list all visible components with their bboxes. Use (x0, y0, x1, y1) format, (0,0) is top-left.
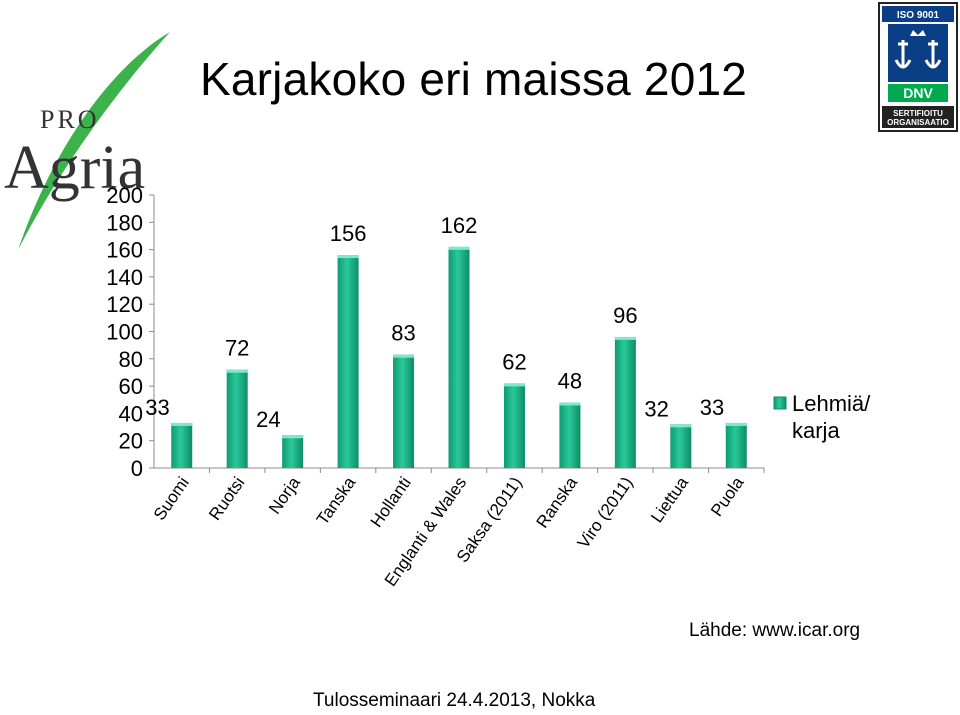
data-label: 62 (502, 349, 526, 374)
chart-legend: Lehmiä/karja (773, 391, 871, 443)
y-tick-label: 100 (106, 320, 143, 345)
slide-title: Karjakoko eri maissa 2012 (200, 53, 748, 105)
iso-certification-badge: ISO 9001 DNV SERTIFIOITU ORGANISAATIO (878, 2, 958, 132)
y-tick-label: 60 (119, 374, 143, 399)
logo-agria-text: Agria (4, 134, 145, 202)
bar (226, 369, 248, 468)
bar-top-highlight (503, 383, 525, 387)
leaf-icon: PRO Agria (4, 32, 170, 250)
bar (503, 383, 525, 468)
x-tick-label: Ruotsi (205, 473, 248, 523)
data-label: 83 (391, 321, 415, 346)
data-label: 24 (256, 407, 280, 432)
data-label: 156 (330, 221, 367, 246)
x-tick-label: Viro (2011) (574, 473, 637, 552)
y-tick-label: 200 (106, 183, 143, 208)
badge-line2-text: ORGANISAATIO (887, 118, 949, 127)
y-tick-label: 140 (106, 265, 143, 290)
bar-top-highlight (282, 435, 304, 439)
data-label: 33 (145, 395, 169, 420)
badge-iso-text: ISO 9001 (897, 10, 940, 21)
y-tick-label: 40 (119, 401, 143, 426)
y-tick-label: 160 (106, 238, 143, 263)
data-label: 162 (441, 213, 478, 238)
legend-swatch (773, 396, 787, 410)
bar-top-highlight (226, 369, 248, 373)
x-tick-label: Tanska (313, 473, 360, 528)
anchor-crown-icon (894, 30, 942, 69)
y-tick-label: 80 (119, 347, 143, 372)
bar-top-highlight (614, 336, 636, 340)
data-label: 33 (700, 395, 724, 420)
slide-footer: Tulosseminaari 24.4.2013, Nokka (313, 690, 596, 711)
bar (393, 354, 415, 468)
chart-bars (171, 246, 747, 468)
bar (337, 255, 359, 468)
bar-top-highlight (448, 246, 470, 250)
bar (614, 336, 636, 468)
legend-label: karja (792, 418, 840, 443)
source-note: Lähde: www.icar.org (689, 620, 861, 641)
x-tick-label: Suomi (150, 473, 193, 523)
bar (725, 422, 747, 468)
bar-top-highlight (171, 422, 193, 426)
x-tick-label: Puola (707, 473, 748, 520)
bar-top-highlight (559, 402, 581, 406)
bar (670, 424, 692, 468)
bar (282, 435, 304, 468)
y-tick-label: 180 (106, 210, 143, 235)
data-label: 48 (558, 368, 582, 393)
x-tick-label: Liettua (647, 473, 692, 526)
bar (559, 402, 581, 468)
x-tick-label: Ranska (533, 473, 582, 532)
data-label: 96 (613, 303, 637, 328)
data-label: 72 (225, 336, 249, 361)
y-tick-label: 120 (106, 292, 143, 317)
bar-top-highlight (393, 354, 415, 358)
badge-line1-text: SERTIFIOITU (893, 109, 943, 118)
y-tick-label: 0 (131, 456, 143, 481)
bar (171, 422, 193, 468)
bar-top-highlight (337, 255, 359, 259)
x-tick-label: Hollanti (367, 473, 415, 530)
logo-pro-text: PRO (40, 105, 100, 134)
legend-label: Lehmiä/ (792, 391, 871, 416)
bar-top-highlight (725, 422, 747, 426)
data-label: 32 (644, 396, 668, 421)
y-tick-label: 20 (119, 429, 143, 454)
chart-data-labels: 33 72 24 156 83 162 62 48 96 32 33 (145, 213, 724, 432)
x-tick-label: Norja (265, 473, 304, 518)
bar-top-highlight (670, 424, 692, 428)
proagria-logo: PRO Agria (0, 28, 180, 258)
badge-dnv-text: DNV (903, 85, 933, 101)
bar (448, 246, 470, 468)
